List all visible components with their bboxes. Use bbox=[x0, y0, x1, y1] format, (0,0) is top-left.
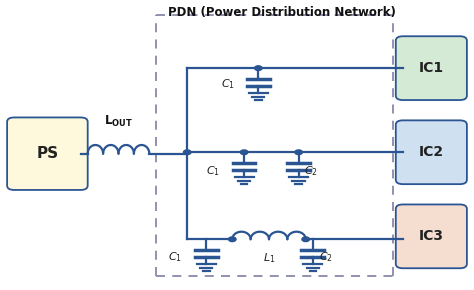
Text: IC2: IC2 bbox=[419, 145, 444, 159]
FancyBboxPatch shape bbox=[396, 120, 467, 184]
Circle shape bbox=[295, 150, 302, 155]
FancyBboxPatch shape bbox=[396, 204, 467, 268]
Text: IC3: IC3 bbox=[419, 229, 444, 243]
Text: PDN (Power Distribution Network): PDN (Power Distribution Network) bbox=[168, 6, 396, 19]
Text: IC1: IC1 bbox=[419, 61, 444, 75]
Circle shape bbox=[302, 237, 310, 242]
Text: $C_1$: $C_1$ bbox=[220, 77, 235, 91]
Text: $C_1$: $C_1$ bbox=[206, 164, 220, 178]
Circle shape bbox=[228, 237, 236, 242]
Text: PS: PS bbox=[36, 146, 58, 161]
Circle shape bbox=[255, 66, 262, 70]
Text: $L_1$: $L_1$ bbox=[263, 251, 275, 265]
Circle shape bbox=[240, 150, 248, 155]
Text: $C_2$: $C_2$ bbox=[319, 250, 332, 264]
Text: $C_1$: $C_1$ bbox=[168, 250, 182, 264]
FancyBboxPatch shape bbox=[396, 36, 467, 100]
FancyBboxPatch shape bbox=[7, 117, 88, 190]
Text: $\mathbf{L_{OUT}}$: $\mathbf{L_{OUT}}$ bbox=[104, 114, 133, 129]
Circle shape bbox=[183, 150, 191, 155]
Text: $C_2$: $C_2$ bbox=[304, 164, 318, 178]
